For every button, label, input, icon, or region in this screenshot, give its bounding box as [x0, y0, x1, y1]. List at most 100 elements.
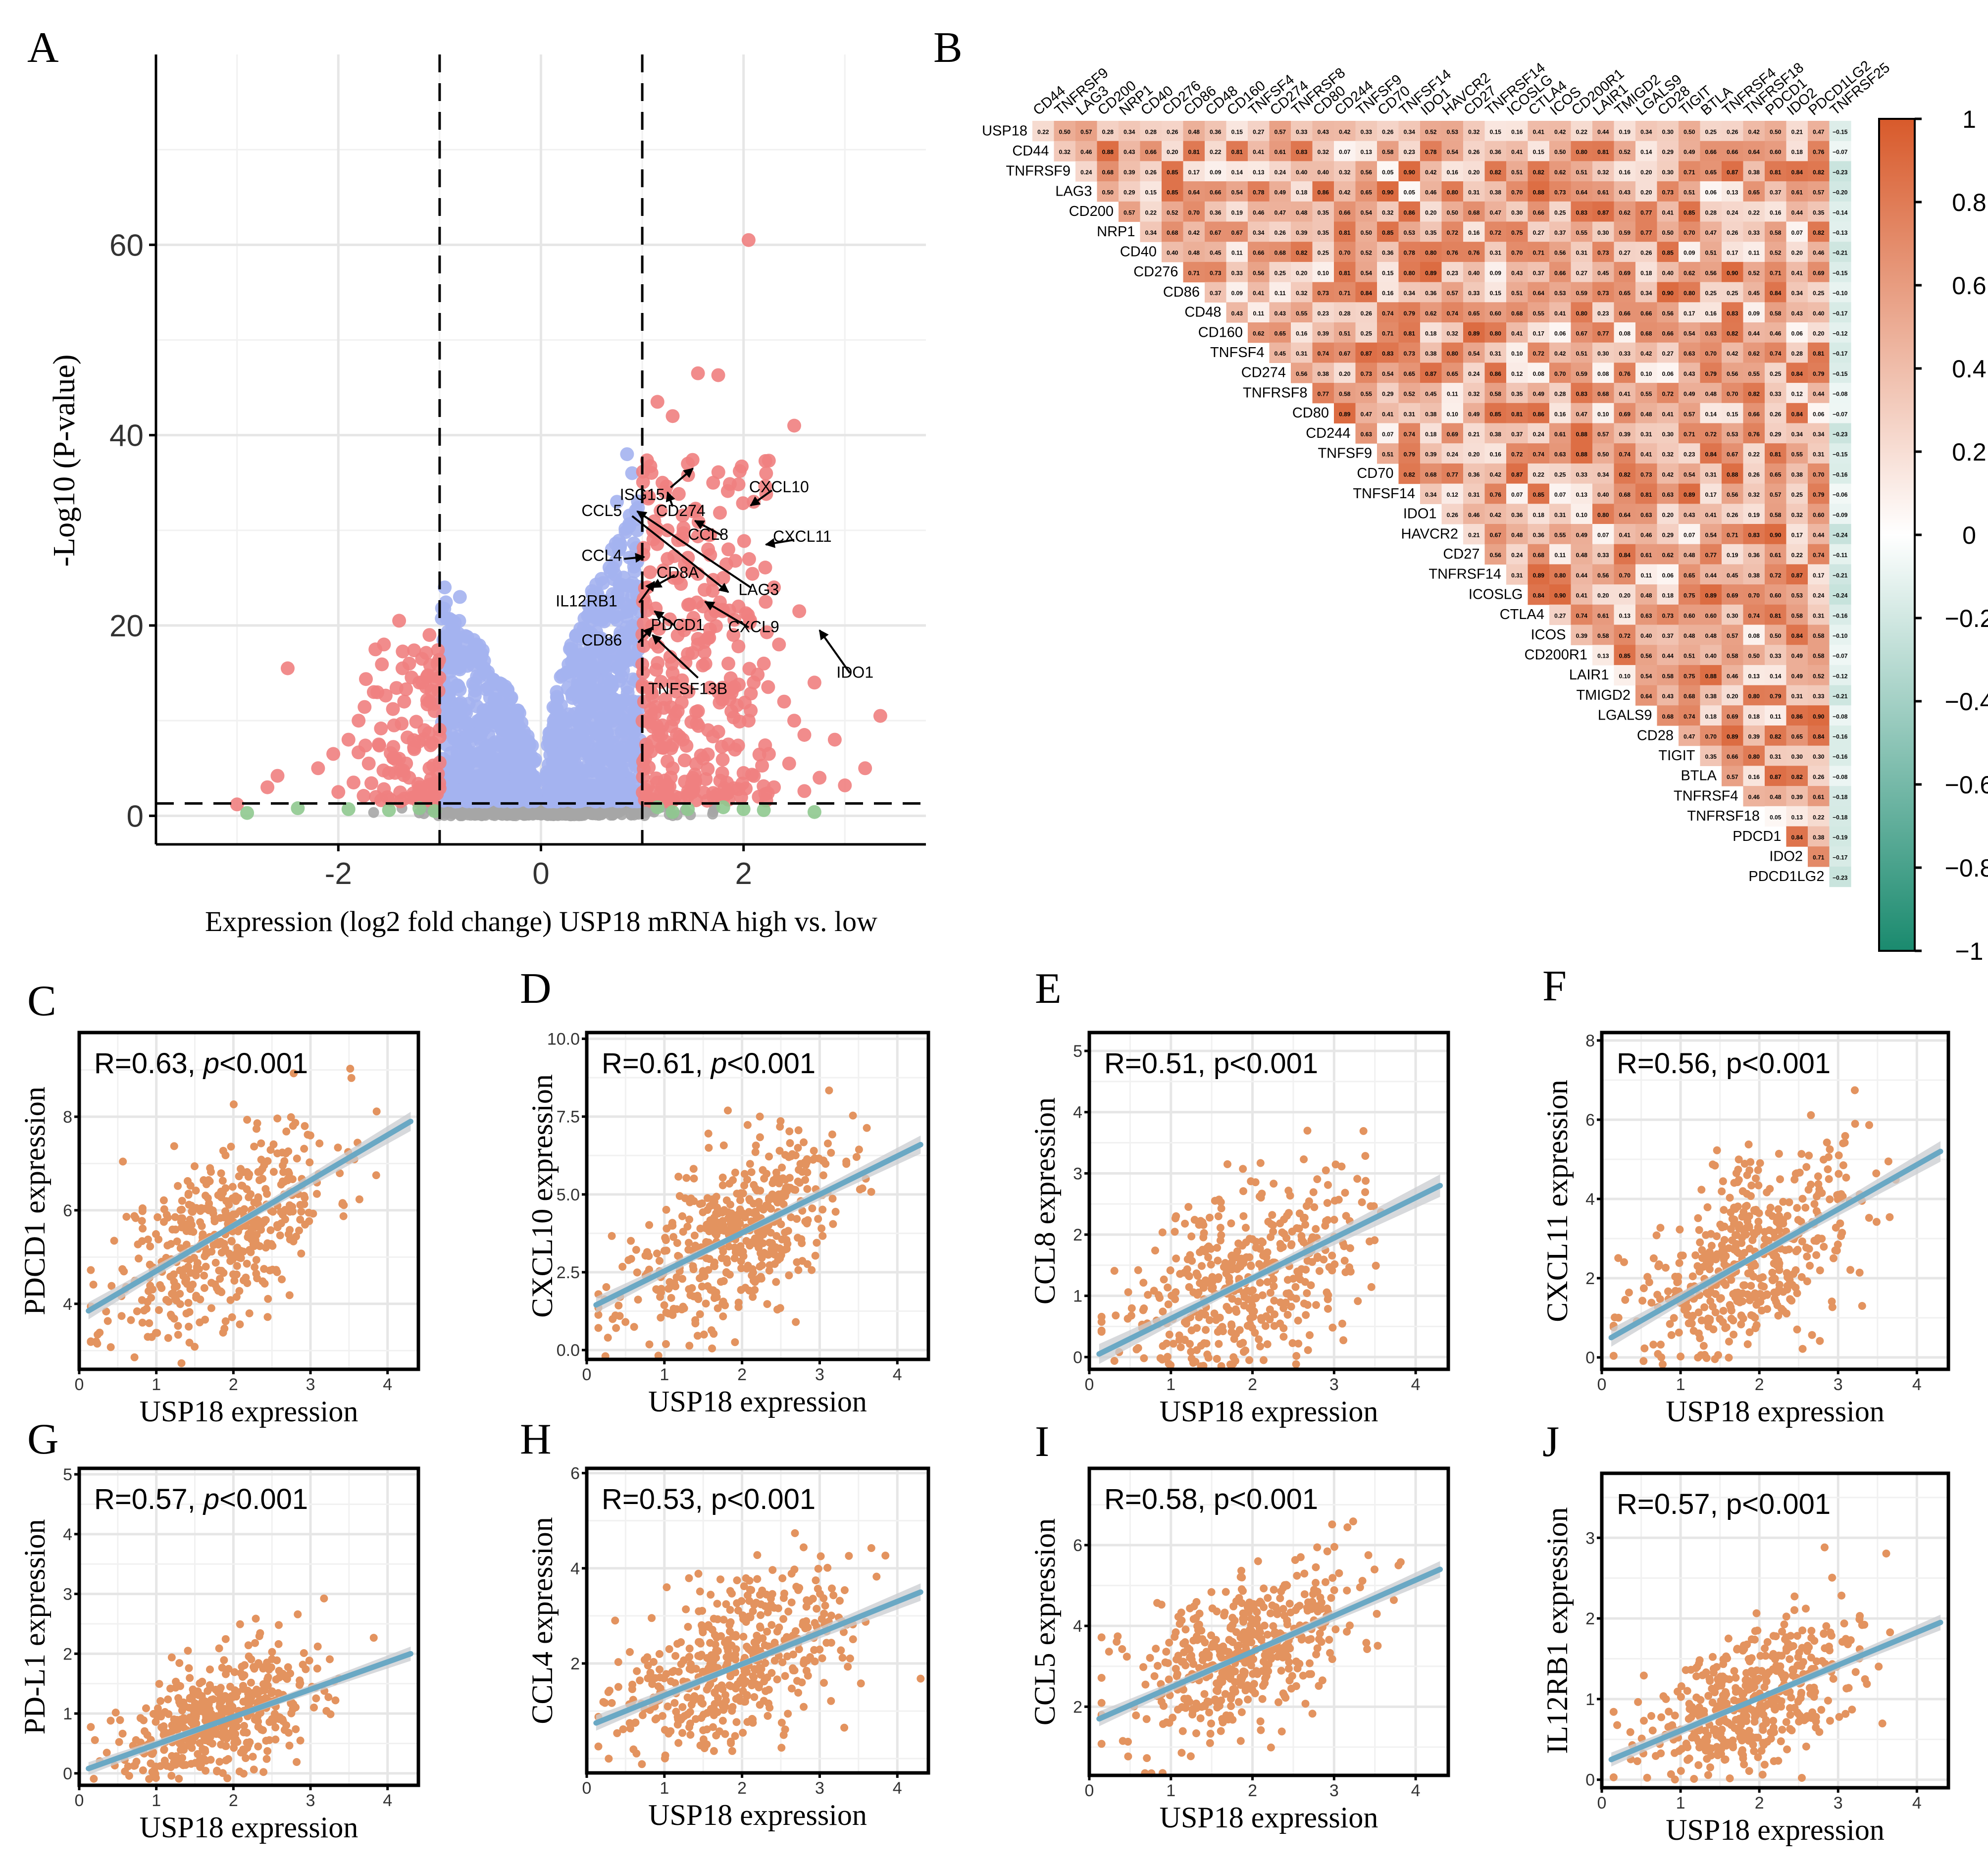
heatmap-cell-value: 0.20	[1662, 512, 1674, 519]
scatter-point	[776, 1304, 784, 1312]
heatmap-cell-value: 0.89	[1683, 491, 1695, 498]
heatmap-cell-value: 0.58	[1662, 673, 1674, 679]
heatmap-cell-value: 0.68	[1511, 310, 1523, 317]
heatmap-cell-value: 0.43	[1318, 129, 1329, 136]
heatmap-cell-value: 0.54	[1640, 673, 1652, 679]
volcano-point	[357, 789, 371, 803]
scatter-point	[145, 1319, 153, 1327]
heatmap-cell-value: −0.12	[1833, 330, 1848, 337]
scatter-point	[704, 1130, 713, 1138]
volcano-point	[613, 577, 627, 591]
scatter-point	[313, 1190, 321, 1198]
heatmap-cell-value: 0.53	[1404, 229, 1416, 236]
scatter-point	[724, 1106, 732, 1115]
heatmap-cell-value: 0.31	[1468, 491, 1480, 498]
volcano-point	[331, 785, 346, 799]
heatmap-cell-value: 0.43	[1123, 149, 1135, 156]
volcano-point	[605, 810, 616, 821]
heatmap-cell-value: 0.08	[1597, 370, 1609, 377]
heatmap-cell-value: 0.76	[1468, 250, 1480, 257]
volcano-point	[440, 808, 451, 819]
heatmap-cell-value: 0.07	[1511, 491, 1523, 498]
heatmap-cell-value: 0.50	[1748, 653, 1760, 660]
heatmap-row-label: TIGIT	[1658, 748, 1695, 764]
scatter-point	[663, 1224, 671, 1233]
heatmap-cell-value: 0.80	[1576, 310, 1588, 317]
heatmap-cell-value: 0.41	[1382, 411, 1394, 417]
scatter-point	[683, 1222, 692, 1231]
scatter-point	[138, 1217, 146, 1225]
volcano-point	[347, 776, 360, 790]
scatter-point	[261, 1185, 270, 1193]
heatmap-cell-value: 0.50	[1597, 451, 1609, 458]
scatter-point	[645, 1340, 654, 1348]
volcano-point	[651, 656, 665, 670]
heatmap-cell-value: 0.46	[1748, 794, 1760, 801]
volcano-point	[612, 674, 626, 688]
heatmap-cell-value: 0.14	[1640, 149, 1652, 156]
heatmap-cell-value: 0.15	[1145, 189, 1157, 196]
heatmap-cell-value: 0.68	[1468, 209, 1480, 216]
heatmap-cell-value: 0.63	[1662, 491, 1674, 498]
heatmap-cell-value: 0.77	[1640, 229, 1652, 236]
heatmap-row-label: CD40	[1120, 244, 1157, 260]
heatmap-cell-value: 0.70	[1727, 391, 1738, 398]
scatter-point	[258, 1277, 267, 1286]
scatter-point	[1292, 1352, 1301, 1360]
scatter-point	[227, 1142, 235, 1151]
heatmap-row-label: TNFSF14	[1353, 486, 1415, 502]
heatmap-cell-value: 0.90	[1727, 269, 1738, 276]
heatmap-cell-value: 0.57	[1080, 129, 1092, 136]
volcano-point	[807, 805, 821, 819]
heatmap-row-label: CD86	[1163, 284, 1200, 300]
scatter-point	[693, 1292, 702, 1300]
heatmap-cell-value: −0.13	[1833, 229, 1848, 236]
scatter-point	[185, 1322, 193, 1331]
heatmap-cell-value: 0.41	[1662, 411, 1674, 417]
heatmap-cell-value: 0.46	[1425, 189, 1437, 196]
heatmap-cell-value: 0.48	[1683, 632, 1695, 639]
heatmap-cell-value: 0.73	[1318, 290, 1329, 297]
heatmap-cell-value: 0.18	[1662, 592, 1674, 599]
scatter-point	[251, 1263, 259, 1271]
heatmap-row-label: TMIGD2	[1576, 687, 1631, 703]
scatter-point	[737, 1286, 745, 1294]
heatmap-cell-value: 0.75	[1683, 673, 1695, 679]
scatter-point	[301, 1122, 309, 1130]
heatmap-cell-value: 0.35	[1318, 229, 1329, 236]
scatter-point	[110, 1237, 118, 1245]
heatmap-cell-value: 0.79	[1404, 451, 1416, 458]
scatter-point	[178, 1196, 186, 1205]
heatmap-cell-value: 0.23	[1318, 310, 1329, 317]
y-tick-label: 0	[127, 799, 144, 833]
volcano-point	[686, 771, 700, 785]
scatter-point	[171, 1213, 179, 1221]
volcano-point	[582, 608, 596, 622]
heatmap-cell-value: 0.86	[1533, 411, 1545, 417]
heatmap-cell-value: 0.50	[1059, 129, 1071, 136]
volcano-point	[326, 747, 341, 761]
heatmap-cell-value: 0.31	[1705, 471, 1717, 478]
heatmap-cell-value: −0.06	[1833, 491, 1848, 498]
scatter-point	[667, 1294, 675, 1302]
heatmap-cell-value: 0.27	[1253, 129, 1265, 136]
heatmap-cell-value: 0.26	[1770, 411, 1782, 417]
volcano-point	[706, 475, 720, 490]
scatter-point	[684, 1245, 693, 1254]
heatmap-cell-value: 0.42	[1490, 512, 1502, 519]
gene-label: CD8A	[657, 564, 699, 581]
heatmap-cell-value: 0.25	[1791, 491, 1803, 498]
heatmap-cell-value: −0.07	[1833, 411, 1848, 417]
scatter-point	[202, 1262, 210, 1271]
scatter-point	[170, 1278, 178, 1286]
heatmap-cell-value: 0.54	[1683, 330, 1695, 337]
scatter-point	[804, 1216, 812, 1224]
heatmap-cell-value: 0.32	[1468, 391, 1480, 398]
volcano-point	[541, 794, 555, 808]
heatmap-cell-value: 0.90	[1813, 713, 1825, 720]
heatmap-cell-value: 0.11	[1554, 552, 1566, 559]
heatmap-cell-value: −0.08	[1833, 713, 1848, 720]
heatmap-cell-value: 0.38	[1318, 370, 1329, 377]
heatmap-cell-value: 0.09	[1683, 250, 1695, 257]
volcano-point	[559, 778, 573, 792]
